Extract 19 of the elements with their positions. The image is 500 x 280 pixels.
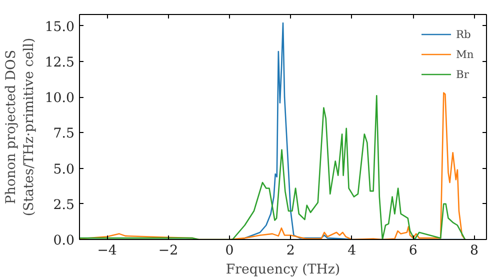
y-tick-label: 0.0 xyxy=(53,234,75,248)
x-tick-label: −4 xyxy=(97,244,117,258)
x-tick-label: 4 xyxy=(348,244,356,258)
legend-label: Rb xyxy=(456,28,472,40)
y-tick-label: 7.5 xyxy=(53,126,75,142)
x-tick-label: 0 xyxy=(225,244,234,258)
legend-label: Br xyxy=(456,68,470,80)
y-tick-label: 2.5 xyxy=(53,198,75,213)
x-tick-label: −2 xyxy=(158,244,178,258)
x-tick-label: 8 xyxy=(470,244,479,258)
y-axis-title: Phonon projected DOS (States/THz·primitive cell) xyxy=(4,38,37,216)
x-tick-label: 2 xyxy=(286,244,295,258)
legend-label: Mn xyxy=(456,48,475,60)
x-axis-title: Frequency (THz) xyxy=(226,262,340,278)
y-tick-label: 5.0 xyxy=(53,162,75,178)
x-tick-label: 6 xyxy=(408,244,418,258)
y-tick-label: 12.5 xyxy=(44,55,75,70)
y-tick-label: 15.0 xyxy=(44,20,75,35)
y-tick-label: 10.0 xyxy=(44,91,75,106)
